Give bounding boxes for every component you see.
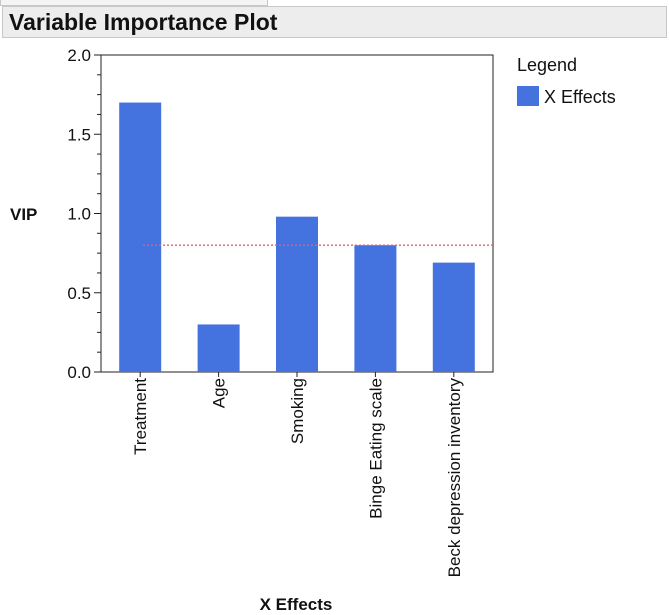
y-tick-label: 1.0 [67,205,91,224]
x-axis-title: X Effects [260,595,333,614]
panel-title-bar[interactable]: Variable Importance Plot [2,6,667,38]
x-tick-label: Beck depression inventory [445,378,464,578]
legend-label: X Effects [544,87,616,107]
legend-title: Legend [517,55,577,75]
legend: Legend X Effects [517,55,616,107]
y-tick-label: 2.0 [67,46,91,65]
bar-smoking[interactable] [276,216,318,372]
x-tick-label: Age [210,378,229,408]
panel-title: Variable Importance Plot [9,9,278,35]
y-tick-label: 0.5 [67,284,91,303]
y-tick-label: 0.0 [67,363,91,382]
bar-treatment[interactable] [119,102,162,373]
bar-binge-eating-scale[interactable] [354,245,397,372]
x-tick-label: Binge Eating scale [366,378,385,519]
legend-swatch [517,86,539,106]
bar-beck-depression-inventory[interactable] [432,262,475,372]
x-tick-label: Smoking [288,378,307,444]
x-tick-label: Treatment [131,378,150,455]
y-tick-label: 1.5 [67,125,91,144]
top-tab-strip [0,0,268,6]
bar-age[interactable] [197,324,240,372]
y-axis-title: VIP [10,205,37,224]
